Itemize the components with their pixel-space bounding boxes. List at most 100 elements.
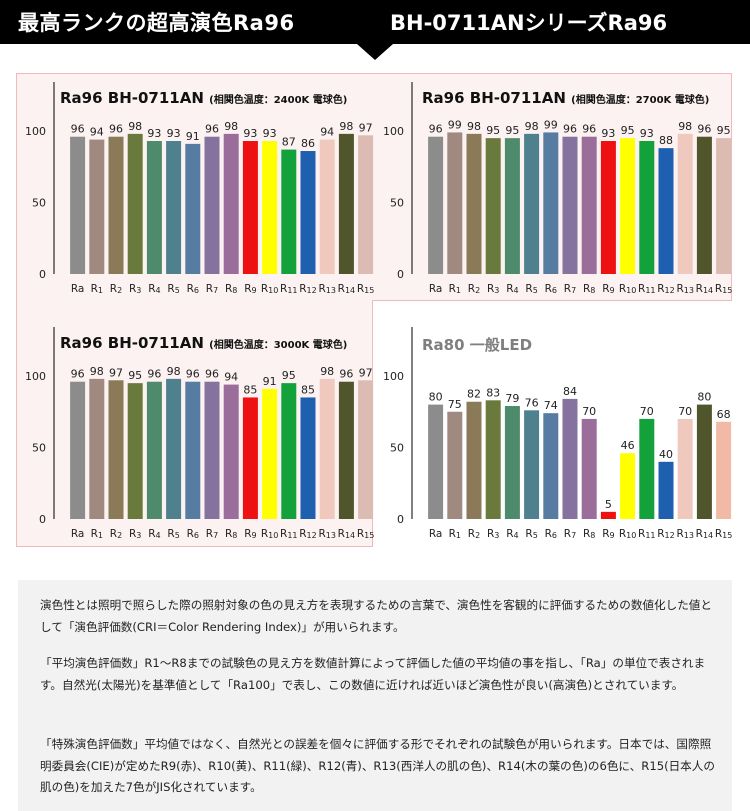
- bar-r4: [146, 381, 162, 519]
- bar-r7: [562, 136, 578, 274]
- bar-value-label: 70: [678, 405, 692, 418]
- bar-r3: [485, 400, 501, 519]
- bar-r9: [600, 511, 616, 519]
- bar-r3: [485, 138, 501, 274]
- bar-value-label: 5: [605, 498, 612, 511]
- chart-2400k: Ra96 BH-0711AN (相関色温度：2400K 電球色) 100 50 0 9…: [16, 80, 376, 306]
- bar-r7: [204, 381, 220, 519]
- bar-r5: [524, 410, 540, 519]
- x-tick-label: R10: [619, 283, 636, 295]
- bar-r12: [658, 461, 674, 519]
- bar-value-label: 40: [659, 448, 673, 461]
- x-tick-label: R15: [715, 528, 732, 540]
- x-tick-label: R1: [91, 528, 103, 540]
- bar-r8: [581, 136, 597, 274]
- bar-value-label: 91: [186, 130, 200, 143]
- bar-chart-svg: 100 50 0 96 Ra 99 R1 98 R2 95 R3 95 R4 98 R5 99 R6 96 R7 96…: [383, 82, 732, 295]
- header-title: 最高ランクの超高演色Ra96: [18, 11, 295, 35]
- x-tick-label: R8: [225, 283, 237, 295]
- y-tick-label: 0: [39, 513, 46, 526]
- bar-r5: [166, 378, 182, 519]
- bar-value-label: 70: [582, 405, 596, 418]
- y-tick-label: 0: [39, 268, 46, 281]
- bar-r2: [108, 136, 124, 274]
- bar-value-label: 96: [205, 123, 219, 136]
- y-tick-label: 0: [397, 513, 404, 526]
- bar-chart-svg: 100 50 0 96 Ra 94 R1 96 R2 98 R3 93 R4 93 R5 91 R6 96 R7 98…: [25, 82, 374, 295]
- bar-value-label: 97: [359, 121, 373, 134]
- chart-2700k: Ra96 BH-0711AN (相関色温度：2700K 電球色) 100 50 0 9…: [374, 80, 734, 306]
- bar-r12: [658, 148, 674, 274]
- bar-value-label: 98: [467, 120, 481, 133]
- x-tick-label: R3: [487, 283, 499, 295]
- x-tick-label: R12: [299, 528, 316, 540]
- x-tick-label: R14: [338, 283, 355, 295]
- bar-r14: [696, 404, 712, 519]
- bar-value-label: 99: [448, 118, 462, 131]
- x-tick-label: R5: [167, 528, 179, 540]
- bar-r2: [108, 380, 124, 519]
- x-tick-label: R2: [468, 528, 480, 540]
- bar-ra: [70, 381, 86, 519]
- x-tick-label: R10: [619, 528, 636, 540]
- header-bar: 最高ランクの超高演色Ra96 BH-0711ANシリーズRa96: [0, 0, 750, 44]
- bar-r13: [319, 378, 335, 519]
- bar-value-label: 93: [167, 127, 181, 140]
- bar-value-label: 95: [621, 124, 635, 137]
- x-tick-label: R8: [583, 528, 595, 540]
- x-tick-label: R15: [357, 528, 374, 540]
- x-tick-label: R2: [468, 283, 480, 295]
- bar-r5: [166, 141, 182, 274]
- bar-r4: [504, 138, 520, 274]
- x-tick-label: R11: [638, 528, 655, 540]
- bar-value-label: 70: [640, 405, 654, 418]
- bar-value-label: 80: [429, 391, 443, 404]
- y-tick-label: 50: [32, 442, 46, 455]
- x-tick-label: R12: [657, 528, 674, 540]
- description-paragraph-3: 「特殊演色評価数」平均値ではなく、自然光との誤差を個々に評価する形でそれぞれの試…: [40, 737, 715, 794]
- bar-value-label: 86: [301, 137, 315, 150]
- x-tick-label: R7: [564, 283, 576, 295]
- x-tick-label: R14: [696, 528, 713, 540]
- bar-value-label: 98: [320, 365, 334, 378]
- bar-chart-svg: 100 50 0 80 Ra 75 R1 82 R2 83 R3 79 R4 76 R5 74 R6 84 R7 70…: [383, 327, 732, 540]
- x-tick-label: R9: [244, 528, 256, 540]
- bar-r11: [281, 383, 297, 519]
- bar-r1: [447, 132, 463, 274]
- x-tick-label: R7: [206, 528, 218, 540]
- bar-r10: [262, 388, 278, 519]
- bar-value-label: 99: [544, 118, 558, 131]
- x-tick-label: R6: [187, 528, 199, 540]
- bar-r10: [262, 141, 278, 274]
- bar-value-label: 94: [320, 126, 334, 139]
- x-tick-label: R15: [357, 283, 374, 295]
- bar-r7: [204, 136, 220, 274]
- bar-r15: [716, 138, 732, 274]
- bar-value-label: 98: [525, 120, 539, 133]
- chart-ra80-general-led: Ra80 一般LED 100 50 0 80 Ra 75 R1 82 R2 83 R3 79 R4 76 R…: [374, 325, 734, 551]
- x-tick-label: R10: [261, 283, 278, 295]
- x-tick-label: R9: [602, 528, 614, 540]
- bar-value-label: 95: [486, 124, 500, 137]
- bar-value-label: 93: [601, 127, 615, 140]
- bar-r7: [562, 398, 578, 519]
- bar-value-label: 96: [205, 368, 219, 381]
- bar-r8: [581, 418, 597, 519]
- bar-r11: [639, 141, 655, 274]
- bar-value-label: 95: [505, 124, 519, 137]
- x-tick-label: R5: [525, 528, 537, 540]
- bar-value-label: 95: [717, 124, 731, 137]
- bar-r13: [677, 133, 693, 274]
- bar-ra: [428, 136, 444, 274]
- bar-r1: [89, 139, 105, 274]
- bar-value-label: 96: [147, 368, 161, 381]
- x-tick-label: R3: [129, 283, 141, 295]
- y-tick-label: 50: [32, 197, 46, 210]
- bar-r10: [620, 138, 636, 274]
- x-tick-label: R11: [638, 283, 655, 295]
- bar-r3: [127, 383, 143, 519]
- bar-value-label: 95: [128, 369, 142, 382]
- y-tick-label: 100: [383, 370, 404, 383]
- x-tick-label: R7: [206, 283, 218, 295]
- bar-r14: [696, 136, 712, 274]
